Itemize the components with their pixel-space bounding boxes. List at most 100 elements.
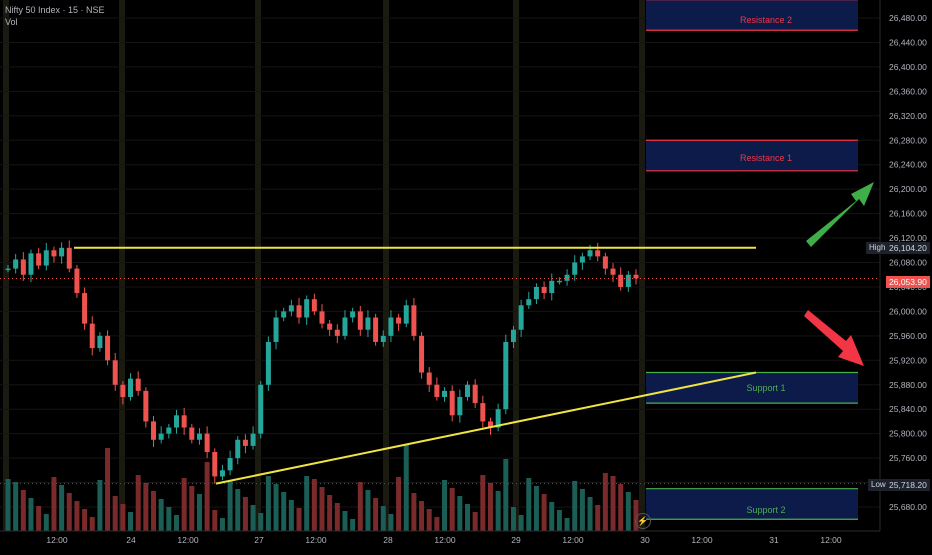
volume-bar xyxy=(258,513,264,531)
volume-bar xyxy=(112,496,118,531)
candle-body xyxy=(434,384,440,397)
volume-bar xyxy=(105,448,111,531)
volume-bar xyxy=(204,462,210,531)
candle-body xyxy=(158,433,164,440)
volume-bar xyxy=(457,496,463,531)
volume-bar xyxy=(304,476,310,531)
volume-bar xyxy=(465,504,471,531)
candle-body xyxy=(128,378,134,397)
volume-bar xyxy=(28,498,34,531)
candle-body xyxy=(403,305,409,324)
x-tick-label: 12:00 xyxy=(46,535,68,545)
candle-body xyxy=(510,329,516,342)
volume-bar xyxy=(472,512,478,531)
candle-body xyxy=(373,317,379,342)
y-tick-label: 25,920.00 xyxy=(889,355,927,365)
high-price-label: 26,104.20 xyxy=(886,242,930,254)
candle-body xyxy=(595,250,601,257)
volume-bar xyxy=(434,517,440,531)
candle-body xyxy=(281,311,287,318)
volume-bar xyxy=(556,510,562,531)
volume-bar xyxy=(587,497,593,531)
candle-body xyxy=(120,384,126,397)
volume-bar xyxy=(419,501,425,531)
candle-body xyxy=(556,280,562,283)
volume-bar xyxy=(89,517,95,531)
volume-bar xyxy=(227,481,233,531)
y-tick-label: 26,480.00 xyxy=(889,13,927,23)
x-tick-label: 29 xyxy=(511,535,521,545)
candle-body xyxy=(487,421,493,428)
symbol-title[interactable]: Nifty 50 Index · 15 · NSE xyxy=(5,5,105,15)
support-1-label: Support 1 xyxy=(746,383,786,393)
y-tick-label: 25,800.00 xyxy=(889,429,927,439)
x-tick-label: 12:00 xyxy=(305,535,327,545)
candle-body xyxy=(89,323,95,349)
support-trendline xyxy=(215,371,757,485)
x-tick-label: 30 xyxy=(640,535,650,545)
candle-body xyxy=(503,341,509,410)
candle-body xyxy=(426,372,432,385)
volume-legend[interactable]: Vol xyxy=(5,17,18,27)
volume-bar xyxy=(5,479,11,531)
volume-bar xyxy=(625,492,631,531)
candle-body xyxy=(173,415,179,428)
volume-bar xyxy=(166,507,172,531)
volume-bar xyxy=(572,481,578,531)
resistance-1-label: Resistance 1 xyxy=(739,153,793,163)
volume-bar xyxy=(135,475,141,531)
x-tick-label: 12:00 xyxy=(691,535,713,545)
volume-bar xyxy=(288,500,294,531)
candle-body xyxy=(334,329,340,336)
candle-body xyxy=(579,256,585,263)
volume-bar xyxy=(120,504,126,531)
volume-bar xyxy=(235,489,241,531)
volume-bar xyxy=(365,490,371,531)
volume-bar xyxy=(510,507,516,531)
x-tick-label: 12:00 xyxy=(434,535,456,545)
volume-bar xyxy=(242,497,248,531)
x-tick-label: 24 xyxy=(126,535,136,545)
candle-body xyxy=(480,403,486,422)
candle-body xyxy=(204,433,210,452)
candle-body xyxy=(449,390,455,416)
candle-body xyxy=(518,305,524,330)
volume-bar xyxy=(319,487,325,531)
volume-bar xyxy=(526,478,532,531)
candle-body xyxy=(212,451,218,477)
volume-bar xyxy=(43,514,49,531)
volume-bar xyxy=(97,480,103,531)
candle-body xyxy=(273,317,279,342)
x-tick-label: 28 xyxy=(383,535,393,545)
candle-body xyxy=(235,439,241,459)
volume-bar xyxy=(388,514,394,531)
y-tick-label: 26,320.00 xyxy=(889,111,927,121)
candle-body xyxy=(36,253,42,266)
candle-body xyxy=(625,274,631,287)
volume-bar xyxy=(518,515,524,531)
candle-body xyxy=(365,317,371,330)
candle-body xyxy=(610,268,616,275)
candle-body xyxy=(112,360,118,385)
volume-bar xyxy=(610,476,616,531)
volume-bar xyxy=(541,494,547,531)
volume-bar xyxy=(196,494,202,531)
candle-body xyxy=(97,335,103,349)
volume-bar xyxy=(487,483,493,531)
x-tick-label: 27 xyxy=(254,535,264,545)
volume-bar xyxy=(327,495,333,531)
y-tick-label: 26,000.00 xyxy=(889,306,927,316)
y-tick-label: 26,080.00 xyxy=(889,258,927,268)
candle-body xyxy=(396,317,402,324)
volume-bar xyxy=(36,506,42,531)
volume-bar xyxy=(503,459,509,531)
candle-body xyxy=(388,317,394,336)
candle-body xyxy=(465,384,471,397)
candle-body xyxy=(572,262,578,275)
candle-body xyxy=(51,250,57,257)
lightning-icon[interactable]: ⚡ xyxy=(635,513,651,529)
zone-3 xyxy=(646,488,858,520)
volume-bar xyxy=(82,509,88,531)
